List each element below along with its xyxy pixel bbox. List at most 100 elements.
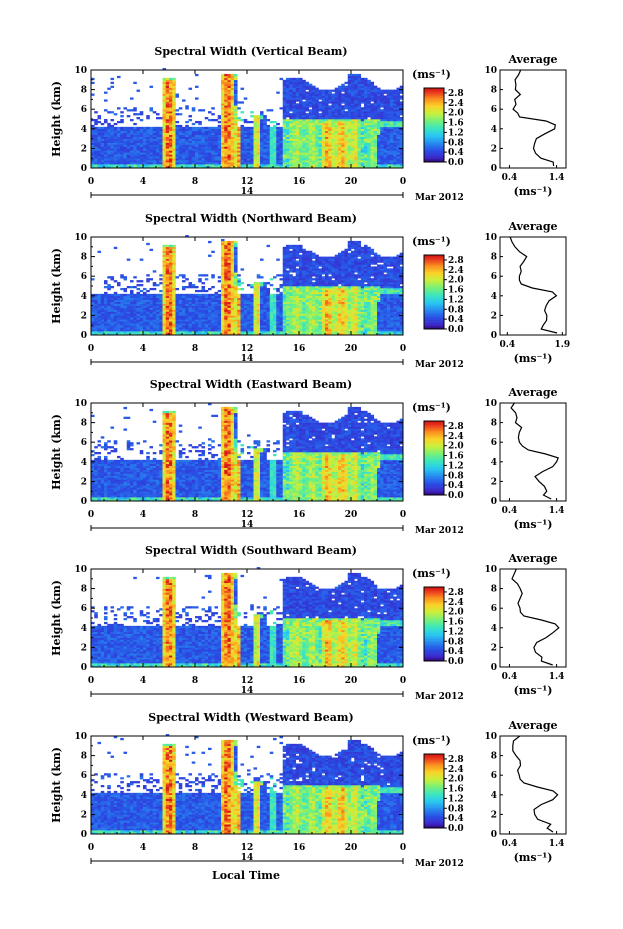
profile-y-tick-label: 6 xyxy=(491,771,497,781)
colorbar-segment xyxy=(424,298,444,300)
colorbar-segment xyxy=(424,112,444,114)
colorbar-segment xyxy=(424,277,444,279)
colorbar-segment xyxy=(424,449,444,451)
colorbar-segment xyxy=(424,771,444,773)
colorbar-segment xyxy=(424,288,444,290)
colorbar-segment xyxy=(424,609,444,611)
colorbar-segment xyxy=(424,428,444,430)
colorbar-segment xyxy=(424,467,444,469)
colorbar-segment xyxy=(424,114,444,116)
colorbar-segment xyxy=(424,309,444,311)
colorbar-tick-label: 2.4 xyxy=(448,765,464,775)
colorbar-segment xyxy=(424,765,444,767)
colorbar-segment xyxy=(424,436,444,438)
y-tick-label: 6 xyxy=(81,105,87,115)
y-tick-label: 6 xyxy=(81,771,87,781)
colorbar-tick-label: 2.8 xyxy=(448,422,464,432)
y-tick-label: 6 xyxy=(81,604,87,614)
profile-y-tick-label: 0 xyxy=(491,164,497,174)
colorbar-segment xyxy=(424,657,444,659)
colorbar-segment xyxy=(424,268,444,270)
colorbar-segment xyxy=(424,791,444,793)
y-tick-label: 0 xyxy=(81,830,87,840)
x-tick-label: 16 xyxy=(293,843,306,853)
colorbar-segment xyxy=(424,151,444,153)
colorbar-segment xyxy=(424,802,444,804)
colorbar-segment xyxy=(424,782,444,784)
profile-title: Average xyxy=(507,386,557,399)
colorbar-segment xyxy=(424,285,444,287)
colorbar-segment xyxy=(424,266,444,268)
colorbar-tick-label: 2.8 xyxy=(448,256,464,266)
profile-y-tick-label: 0 xyxy=(491,497,497,507)
colorbar-segment xyxy=(424,478,444,480)
colorbar-segment xyxy=(424,464,444,466)
colorbar-segment xyxy=(424,145,444,147)
date-label: Mar 2012 xyxy=(415,193,464,203)
x-tick-label: 4 xyxy=(140,344,146,354)
y-tick-label: 4 xyxy=(81,624,87,634)
colorbar-segment xyxy=(424,646,444,648)
colorbar-segment xyxy=(424,325,444,327)
colorbar-segment xyxy=(424,451,444,453)
colorbar-segment xyxy=(424,607,444,609)
x-tick-label: 8 xyxy=(192,177,198,187)
profile-y-tick-label: 10 xyxy=(484,732,497,742)
colorbar-segment xyxy=(424,94,444,96)
x-tick-label: 12 xyxy=(241,510,254,520)
colorbar-segment xyxy=(424,778,444,780)
colorbar-segment xyxy=(424,593,444,595)
colorbar-segment xyxy=(424,641,444,643)
colorbar-tick-label: 0.0 xyxy=(448,657,464,667)
profile-x-label: (ms⁻¹) xyxy=(514,851,553,864)
colorbar-segment xyxy=(424,787,444,789)
colorbar-segment xyxy=(424,443,444,445)
colorbar-segment xyxy=(424,475,444,477)
profile-y-tick-label: 4 xyxy=(491,458,497,468)
y-tick-label: 0 xyxy=(81,663,87,673)
colorbar-tick-label: 2.8 xyxy=(448,755,464,765)
colorbar-segment xyxy=(424,312,444,314)
colorbar-tick-label: 1.2 xyxy=(448,794,464,804)
colorbar-segment xyxy=(424,798,444,800)
colorbar-segment xyxy=(424,305,444,307)
profile-frame xyxy=(500,403,566,501)
colorbar-segment xyxy=(424,484,444,486)
x-tick-label: 12 xyxy=(241,344,254,354)
colorbar-segment xyxy=(424,813,444,815)
heatmap-cells xyxy=(91,567,403,667)
colorbar-segment xyxy=(424,318,444,320)
x-axis-label: Local Time xyxy=(212,869,280,882)
colorbar-segment xyxy=(424,471,444,473)
profile-y-tick-label: 4 xyxy=(491,292,497,302)
profile-y-tick-label: 6 xyxy=(491,604,497,614)
colorbar-segment xyxy=(424,631,444,633)
colorbar-label: (ms⁻¹) xyxy=(412,235,451,248)
colorbar-segment xyxy=(424,90,444,92)
colorbar-segment xyxy=(424,465,444,467)
colorbar-segment xyxy=(424,460,444,462)
profile-x-tick-label: 0.4 xyxy=(502,173,518,183)
profile-x-tick-label: 0.4 xyxy=(502,672,518,682)
profile-x-label: (ms⁻¹) xyxy=(514,684,553,697)
day-label: 14 xyxy=(241,853,254,863)
colorbar-segment xyxy=(424,477,444,479)
colorbar-segment xyxy=(424,785,444,787)
colorbar-segment xyxy=(424,488,444,490)
colorbar-segment xyxy=(424,283,444,285)
colorbar-segment xyxy=(424,294,444,296)
colorbar-segment xyxy=(424,259,444,261)
colorbar-segment xyxy=(424,452,444,454)
y-tick-label: 10 xyxy=(74,565,87,575)
colorbar-segment xyxy=(424,262,444,264)
colorbar-segment xyxy=(424,299,444,301)
colorbar-segment xyxy=(424,270,444,272)
colorbar-segment xyxy=(424,795,444,797)
colorbar-tick-label: 0.8 xyxy=(448,471,464,481)
colorbar-segment xyxy=(424,628,444,630)
y-axis-label: Height (km) xyxy=(50,414,63,490)
colorbar-segment xyxy=(424,97,444,99)
y-tick-label: 2 xyxy=(81,477,87,487)
colorbar-segment xyxy=(424,129,444,131)
